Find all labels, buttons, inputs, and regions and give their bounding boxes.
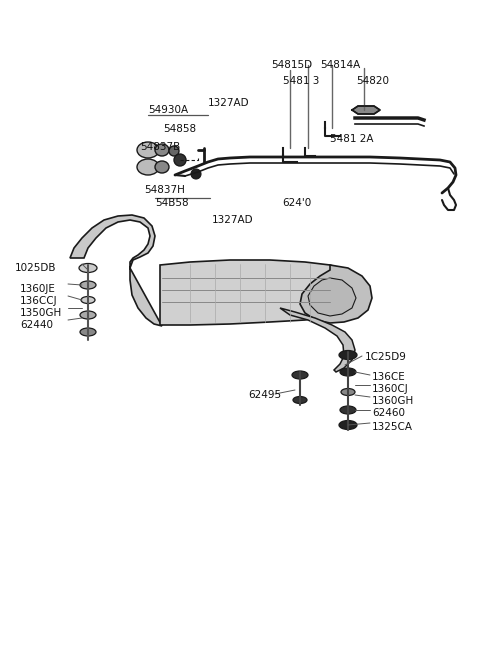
- Ellipse shape: [339, 350, 357, 359]
- Text: 1025DB: 1025DB: [15, 263, 57, 273]
- Circle shape: [174, 154, 186, 166]
- Ellipse shape: [80, 311, 96, 319]
- Text: 54B58: 54B58: [155, 198, 189, 208]
- Text: 1350GH: 1350GH: [20, 308, 62, 318]
- Ellipse shape: [293, 397, 307, 403]
- Text: 1360CJ: 1360CJ: [372, 384, 409, 394]
- Text: 54837H: 54837H: [144, 185, 185, 195]
- Text: 1327AD: 1327AD: [212, 215, 253, 225]
- Ellipse shape: [137, 159, 159, 175]
- Ellipse shape: [341, 388, 355, 396]
- Polygon shape: [300, 265, 372, 323]
- Text: 5481 3: 5481 3: [283, 76, 319, 86]
- Polygon shape: [160, 260, 345, 325]
- Ellipse shape: [79, 263, 97, 273]
- Polygon shape: [352, 106, 380, 114]
- Text: 1C25D9: 1C25D9: [365, 352, 407, 362]
- Ellipse shape: [169, 146, 179, 156]
- Text: 54930A: 54930A: [148, 105, 188, 115]
- Text: 1325CA: 1325CA: [372, 422, 413, 432]
- Text: 136CCJ: 136CCJ: [20, 296, 58, 306]
- Ellipse shape: [155, 144, 169, 156]
- Text: 1360JE: 1360JE: [20, 284, 56, 294]
- Text: 62440: 62440: [20, 320, 53, 330]
- Ellipse shape: [155, 161, 169, 173]
- Ellipse shape: [80, 328, 96, 336]
- Ellipse shape: [80, 281, 96, 289]
- Ellipse shape: [340, 368, 356, 376]
- Text: 1327AD: 1327AD: [208, 98, 250, 108]
- Polygon shape: [280, 308, 355, 372]
- Ellipse shape: [340, 406, 356, 414]
- Text: 624'0: 624'0: [282, 198, 311, 208]
- Ellipse shape: [81, 296, 95, 304]
- Text: 5481 2A: 5481 2A: [330, 134, 373, 144]
- Ellipse shape: [137, 142, 159, 158]
- Text: 62495: 62495: [248, 390, 281, 400]
- Text: 54815D: 54815D: [271, 60, 312, 70]
- Text: 54837B: 54837B: [140, 142, 180, 152]
- Ellipse shape: [339, 420, 357, 430]
- Circle shape: [191, 169, 201, 179]
- Text: 1360GH: 1360GH: [372, 396, 414, 406]
- Text: 54814A: 54814A: [320, 60, 360, 70]
- Polygon shape: [308, 278, 356, 316]
- Text: 62460: 62460: [372, 408, 405, 418]
- Text: 54820: 54820: [356, 76, 389, 86]
- Polygon shape: [70, 215, 162, 326]
- Text: 136CE: 136CE: [372, 372, 406, 382]
- Text: 54858: 54858: [163, 124, 196, 134]
- Ellipse shape: [292, 371, 308, 379]
